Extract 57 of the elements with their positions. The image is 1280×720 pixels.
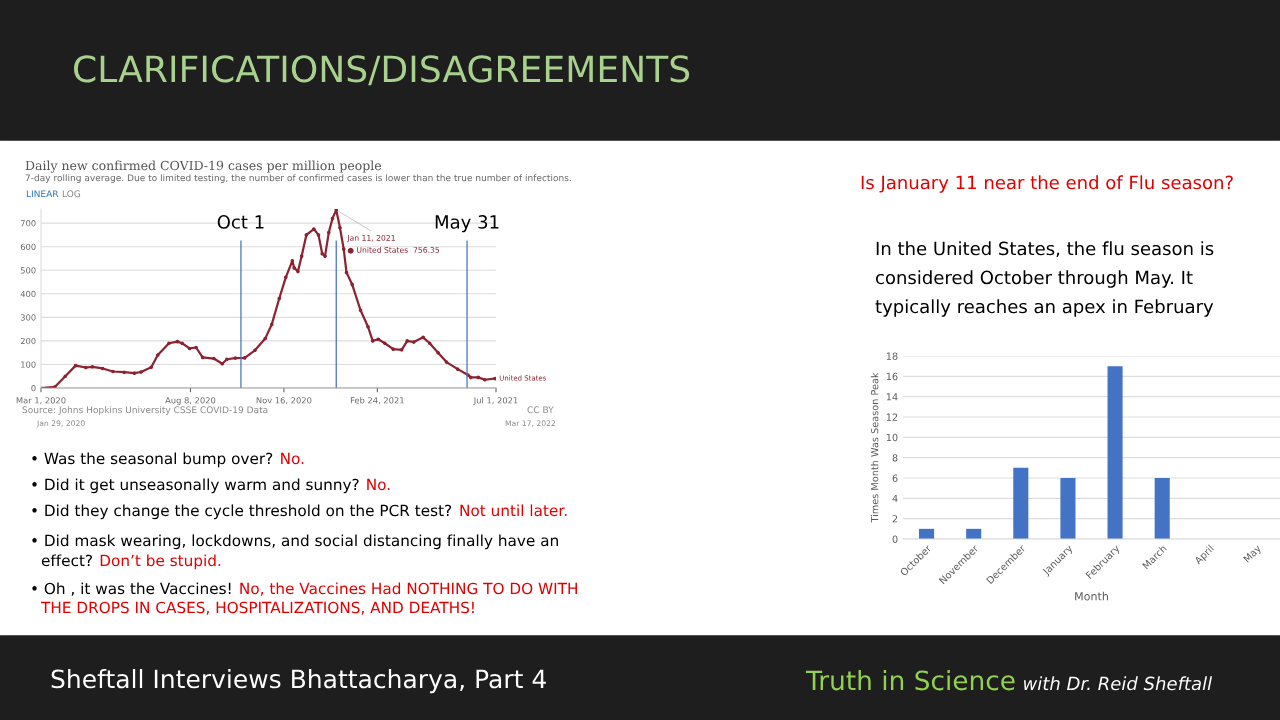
chart-title: Daily new confirmed COVID-19 cases per million people bbox=[25, 160, 382, 173]
text: No. bbox=[367, 478, 390, 491]
chart-subtitle: 7-day rolling average. Due to limited testing, the number of confirmed cases is lower than the true number of infections. bbox=[25, 174, 571, 183]
y-tick-label: 12 bbox=[886, 413, 898, 421]
bar bbox=[1060, 478, 1076, 539]
text: Truth in Science bbox=[805, 669, 1015, 691]
y-tick-label: 4 bbox=[892, 494, 898, 503]
y-tick-label: 8 bbox=[892, 454, 898, 462]
source-note: Source: Johns Hopkins University CSSE COVID-19 Data bbox=[22, 406, 268, 415]
text: CC BY bbox=[527, 406, 554, 414]
text: No, the Vaccines Had NOTHING TO DO WITH bbox=[240, 582, 577, 596]
y-tick-label: 14 bbox=[886, 393, 898, 401]
y-tick-label: 6 bbox=[892, 474, 898, 482]
ref-line-label: Oct 1 bbox=[217, 215, 264, 229]
text: • Did they change the cycle threshold on the PCR test? bbox=[32, 504, 452, 520]
y-tick-label: 10 bbox=[886, 433, 898, 442]
y-tick-label: 700 bbox=[20, 220, 36, 227]
bar bbox=[1107, 366, 1123, 539]
text: effect? bbox=[41, 554, 92, 567]
text: No. bbox=[281, 452, 304, 465]
text: Sheftall Interviews Bhattacharya, Part 4 bbox=[51, 669, 546, 694]
text: LINEAR bbox=[26, 190, 59, 197]
bar bbox=[1013, 467, 1029, 539]
y-tick-label: 0 bbox=[892, 535, 898, 543]
text: Is January 11 near the end of Flu season? bbox=[861, 175, 1233, 193]
y-tick-label: 16 bbox=[886, 372, 898, 381]
y-tick-label: 300 bbox=[20, 314, 36, 321]
y-tick-label: 400 bbox=[20, 290, 36, 298]
text: with Dr. Reid Sheftall bbox=[1024, 676, 1213, 691]
y-tick-label: 100 bbox=[21, 361, 36, 368]
y-tick-label: 200 bbox=[20, 337, 36, 345]
text: • Was the seasonal bump over? bbox=[32, 452, 273, 468]
y-axis-title: Times Month Was Season Peak bbox=[870, 372, 879, 523]
y-tick-label: 18 bbox=[886, 352, 898, 360]
x-tick-label: Aug 8, 2020 bbox=[165, 397, 216, 406]
ref-line-label: May 31 bbox=[435, 215, 499, 233]
x-tick-label: Jul 1, 2021 bbox=[473, 397, 518, 406]
text: CLARIFICATIONS/DISAGREEMENTS bbox=[74, 55, 690, 86]
y-tick-label: 600 bbox=[20, 243, 36, 250]
x-axis-title: Month bbox=[1075, 591, 1108, 601]
text: • Oh , it was the Vaccines! bbox=[32, 582, 231, 596]
text: • Did it get unseasonally warm and sunny? bbox=[32, 478, 359, 494]
bar bbox=[1154, 478, 1170, 539]
text: Not until later. bbox=[460, 504, 567, 517]
y-tick-label: 500 bbox=[20, 267, 36, 274]
text: In the United States, the flu season is bbox=[876, 241, 1214, 258]
y-tick-label: 0 bbox=[31, 384, 36, 392]
text: considered October through May. It bbox=[876, 270, 1193, 288]
x-tick-label: Nov 16, 2020 bbox=[256, 397, 312, 405]
text: • Did mask wearing, lockdowns, and social distancing finally have an bbox=[32, 534, 558, 550]
x-tick-label: Mar 1, 2020 bbox=[16, 397, 66, 405]
text: typically reaches an apex in February bbox=[875, 299, 1214, 317]
text: LOG bbox=[62, 190, 81, 198]
text: THE DROPS IN CASES, HOSPITALIZATIONS, AND DEATHS! bbox=[40, 601, 474, 615]
text: Don’t be stupid. bbox=[100, 554, 221, 570]
x-tick-label: Feb 24, 2021 bbox=[350, 397, 404, 405]
y-tick-label: 2 bbox=[892, 515, 898, 523]
